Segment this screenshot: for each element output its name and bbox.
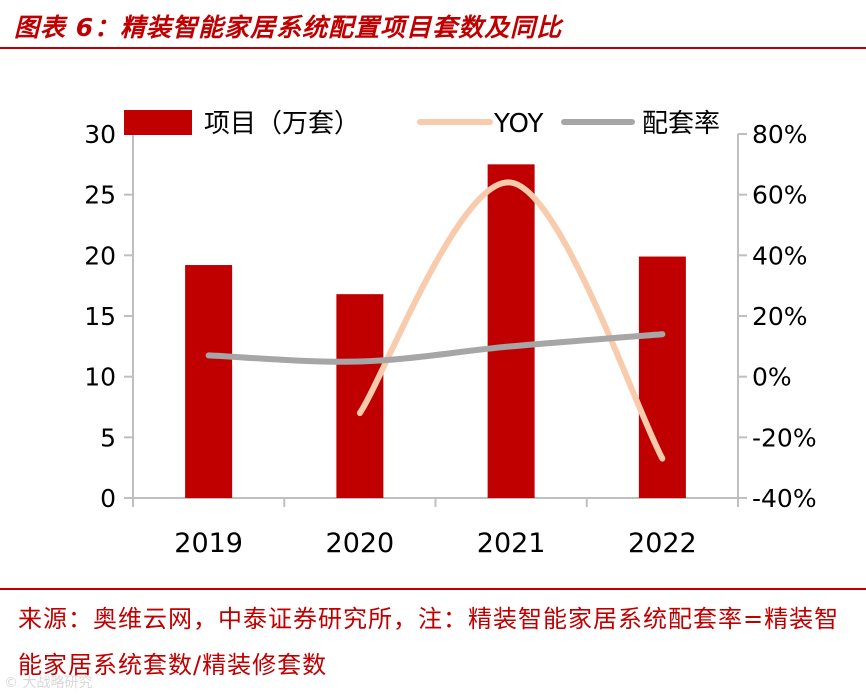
y-right-tick-label: 20% bbox=[752, 302, 808, 331]
x-tick-label: 2021 bbox=[477, 528, 546, 559]
y-left-tick-label: 5 bbox=[100, 423, 116, 452]
y-right-tick-label: 40% bbox=[752, 241, 808, 270]
watermark: © 大战略研究 bbox=[4, 675, 93, 691]
chart: 2019 2020 2021 2022 0 5 10 15 20 25 30 -40% -20% 0%… bbox=[84, 109, 817, 559]
y-left-tick-label: 30 bbox=[84, 120, 116, 149]
y-right-tick-label: 60% bbox=[752, 181, 808, 210]
legend-label-yoy: YOY bbox=[493, 109, 544, 139]
bar-project-2019 bbox=[185, 265, 233, 498]
title-divider bbox=[0, 47, 866, 49]
legend: 项目（万套） YOY 配套率 bbox=[124, 109, 720, 139]
legend-label-rate: 配套率 bbox=[642, 109, 720, 139]
source-note: 来源：奥维云网，中泰证券研究所，注：精装智能家居系统配套率=精装智能家居系统套数… bbox=[18, 605, 840, 679]
bar-project-2021 bbox=[487, 164, 535, 499]
chart-title: 图表 6：精装智能家居系统配置项目套数及同比 bbox=[14, 13, 563, 42]
legend-label-project: 项目（万套） bbox=[204, 109, 360, 139]
y-left-tick-label: 15 bbox=[84, 302, 116, 331]
y-right-tick-label: -40% bbox=[752, 484, 817, 513]
y-right-tick-label: -20% bbox=[752, 423, 817, 452]
y-left-tick-label: 25 bbox=[84, 181, 116, 210]
x-tick-label: 2022 bbox=[628, 528, 697, 559]
y-left-tick-label: 20 bbox=[84, 241, 116, 270]
source-divider bbox=[0, 588, 866, 590]
y-right-tick-label: 80% bbox=[752, 120, 808, 149]
y-right-tick-label: 0% bbox=[752, 363, 792, 392]
line-series-yoy bbox=[356, 179, 666, 462]
legend-swatch-project bbox=[124, 110, 192, 135]
bar-project-2020 bbox=[336, 294, 384, 498]
x-tick-label: 2020 bbox=[326, 528, 395, 559]
x-tick-label: 2019 bbox=[174, 528, 243, 559]
y-left-tick-label: 10 bbox=[84, 363, 116, 392]
line-series-rate bbox=[205, 331, 666, 365]
bar-project-2022 bbox=[638, 256, 686, 498]
y-left-tick-label: 0 bbox=[100, 484, 116, 513]
